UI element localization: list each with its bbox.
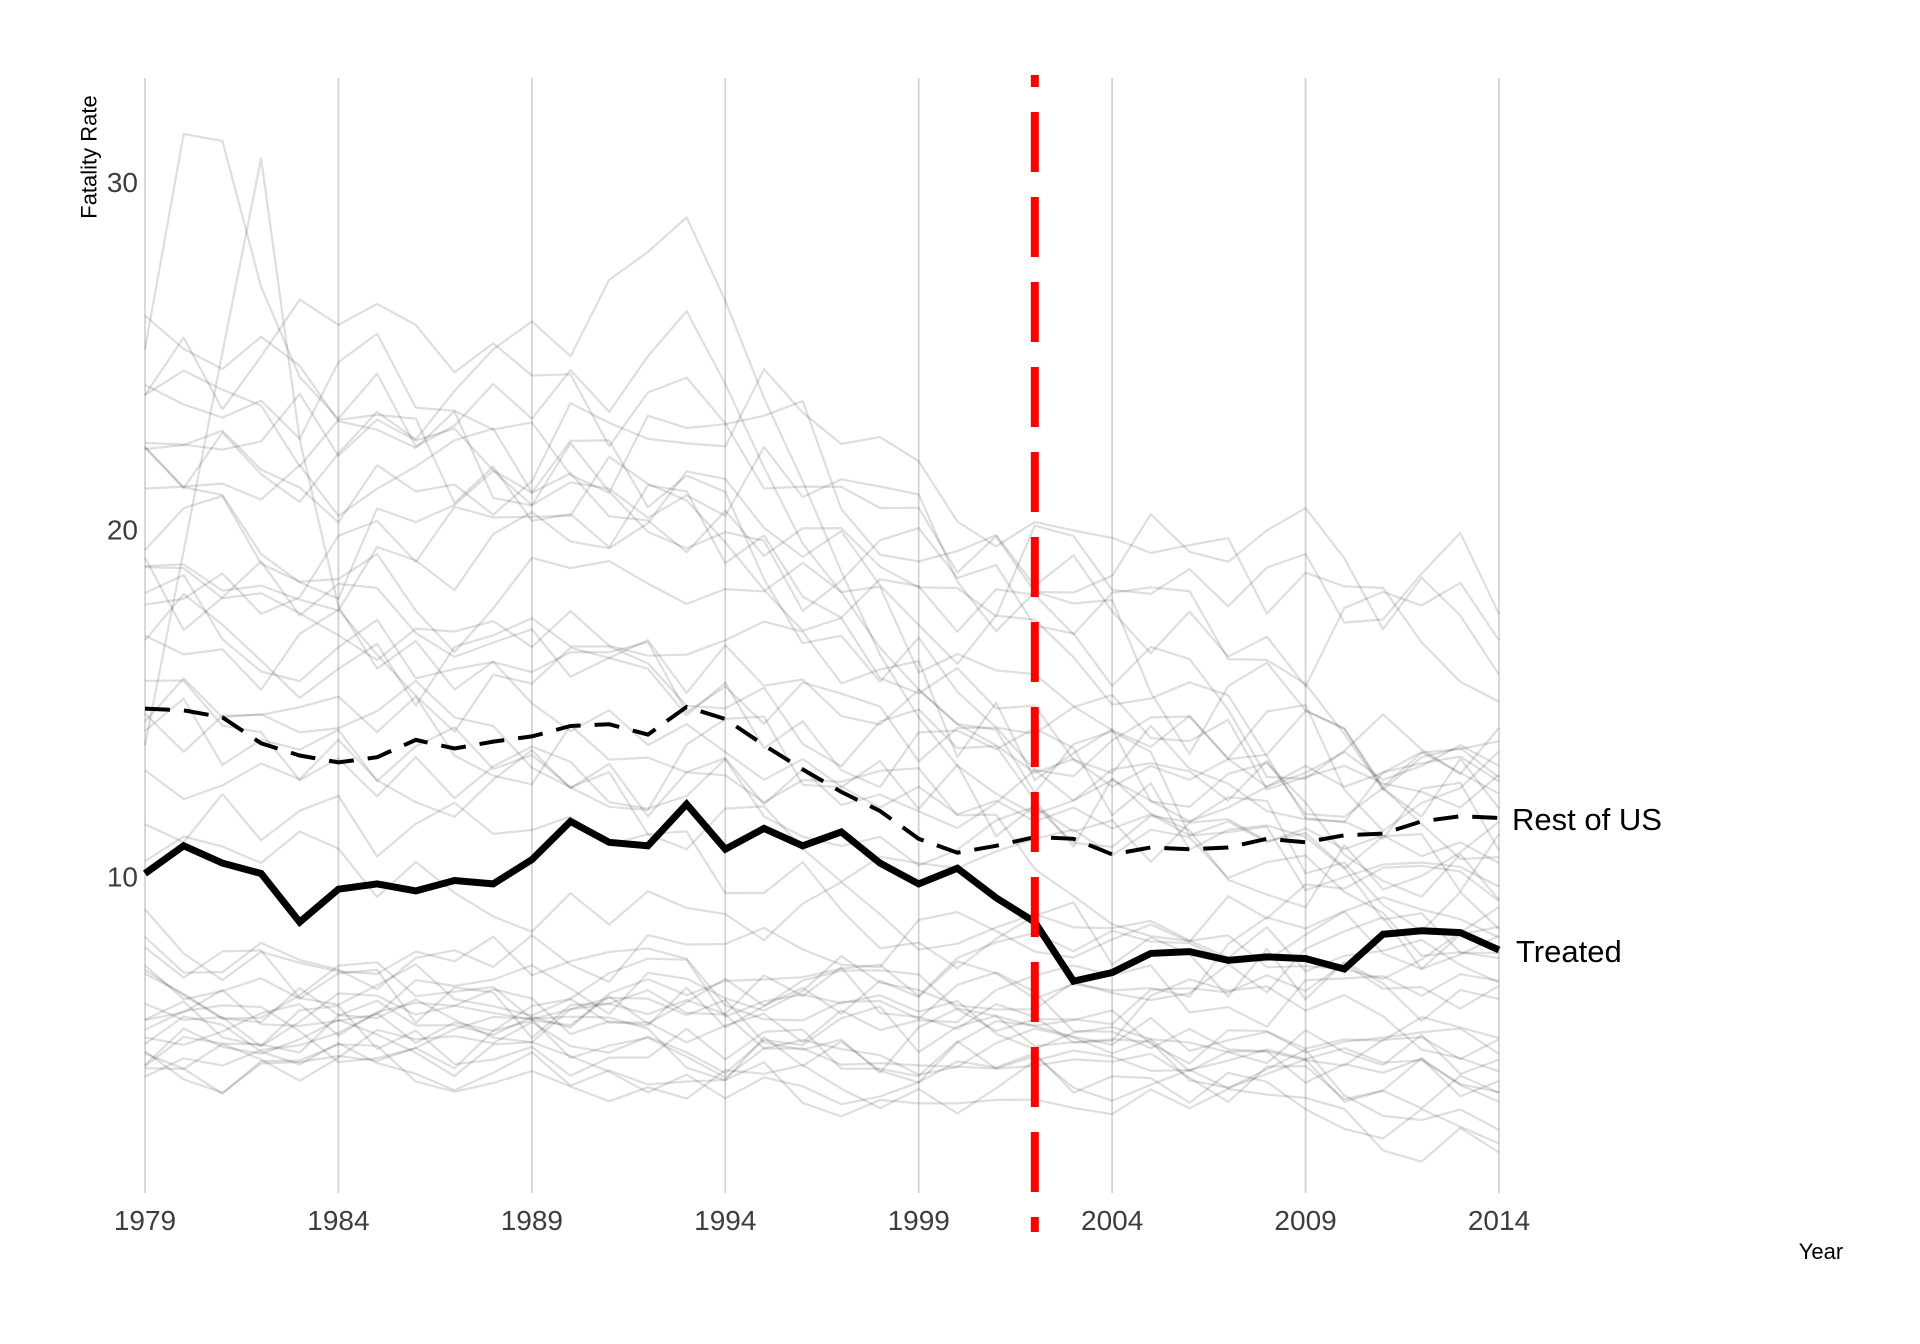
donor-state-line bbox=[143, 157, 1500, 865]
donor-state-line bbox=[144, 964, 1500, 1131]
y-axis-title: Fatality Rate bbox=[77, 95, 102, 219]
donor-state-line bbox=[144, 830, 1500, 984]
donor-state-line bbox=[144, 962, 1500, 1048]
donor-state-line bbox=[144, 1043, 1500, 1115]
x-tick-label: 2004 bbox=[1081, 1205, 1143, 1236]
donor-state-line bbox=[144, 369, 1500, 791]
donor-state-line bbox=[144, 557, 1500, 892]
y-axis-tick-labels: 30 20 10 bbox=[107, 167, 138, 892]
donor-state-line bbox=[144, 566, 1500, 901]
donor-state-line bbox=[144, 961, 1500, 1073]
donor-state-line bbox=[144, 1018, 1500, 1145]
x-tick-label: 1979 bbox=[114, 1205, 176, 1236]
x-axis-title: Year bbox=[1799, 1239, 1843, 1264]
donor-state-line bbox=[144, 738, 1500, 861]
donor-state-line bbox=[144, 946, 1500, 1076]
donor-state-line bbox=[144, 1005, 1500, 1082]
donor-state-line bbox=[144, 392, 1500, 624]
donor-state-line bbox=[144, 314, 1500, 780]
donor-state-line bbox=[144, 908, 1500, 1067]
donor-state-line bbox=[144, 592, 1500, 909]
x-axis-tick-labels: 1979 1984 1989 1994 1999 2004 2009 2014 bbox=[114, 1205, 1530, 1236]
x-tick-label: 1989 bbox=[501, 1205, 563, 1236]
treated-label: Treated bbox=[1516, 934, 1622, 969]
x-tick-label: 1984 bbox=[307, 1205, 369, 1236]
donor-pool-lines bbox=[143, 132, 1500, 1163]
donor-state-line bbox=[144, 896, 1500, 1078]
donor-state-line bbox=[144, 910, 1500, 1068]
donor-state-line bbox=[144, 573, 1500, 809]
rest-of-us-line bbox=[144, 704, 1500, 857]
rest-of-us-label: Rest of US bbox=[1512, 802, 1662, 837]
x-gridlines bbox=[144, 78, 1500, 1193]
donor-state-line bbox=[144, 964, 1500, 1070]
donor-state-line bbox=[144, 1000, 1500, 1104]
donor-state-line bbox=[144, 470, 1500, 824]
donor-state-line bbox=[144, 332, 1500, 688]
donor-state-line bbox=[144, 697, 1500, 960]
donor-state-line bbox=[144, 216, 1500, 823]
y-tick-label: 30 bbox=[107, 167, 138, 198]
donor-state-line bbox=[144, 1015, 1500, 1163]
donor-state-line bbox=[144, 455, 1500, 851]
donor-state-line bbox=[144, 972, 1500, 1110]
donor-state-line bbox=[144, 677, 1500, 933]
donor-state-line bbox=[144, 445, 1500, 818]
donor-state-line bbox=[144, 427, 1500, 833]
donor-state-line bbox=[144, 864, 1500, 991]
x-tick-label: 1994 bbox=[694, 1205, 756, 1236]
donor-state-line bbox=[144, 1009, 1500, 1094]
donor-state-line bbox=[144, 916, 1500, 1028]
donor-state-line bbox=[144, 298, 1500, 676]
x-tick-label: 1999 bbox=[888, 1205, 950, 1236]
donor-state-line bbox=[144, 368, 1500, 703]
y-tick-label: 20 bbox=[107, 514, 138, 545]
donor-state-line bbox=[144, 1001, 1500, 1103]
treated-line bbox=[142, 798, 1501, 986]
y-tick-label: 10 bbox=[107, 862, 138, 893]
x-tick-label: 2014 bbox=[1468, 1205, 1530, 1236]
donor-state-line bbox=[143, 132, 1500, 788]
donor-state-line bbox=[144, 608, 1500, 893]
x-tick-label: 2009 bbox=[1274, 1205, 1336, 1236]
donor-state-line bbox=[144, 494, 1500, 789]
